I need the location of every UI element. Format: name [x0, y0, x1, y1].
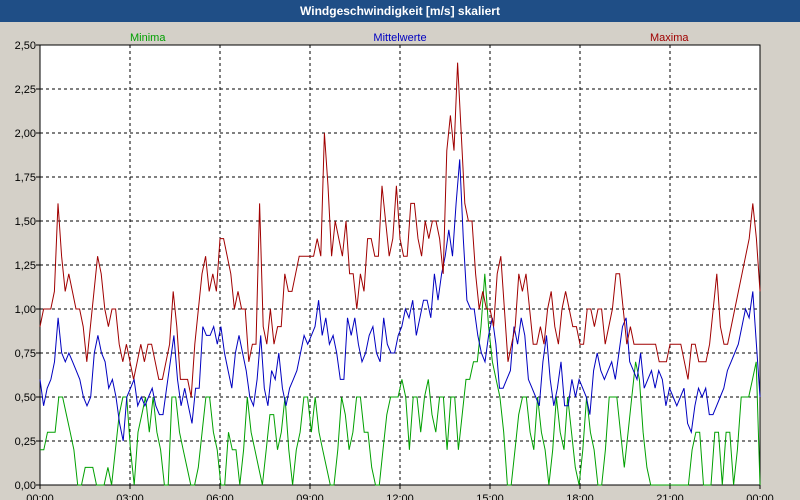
- legend-label-mittelwerte: Mittelwerte: [373, 32, 426, 44]
- x-tick-time: 09:00: [296, 493, 324, 500]
- x-tick-time: 18:00: [566, 493, 594, 500]
- x-tick-time: 15:00: [476, 493, 504, 500]
- y-tick-label: 2,00: [15, 128, 36, 140]
- y-tick-label: 0,50: [15, 392, 36, 404]
- x-axis: 00:0009.01.0903:0009.01.0906:0009.01.090…: [26, 485, 774, 500]
- grid: [40, 45, 760, 485]
- legend: Minima Mittelwerte Maxima: [130, 32, 689, 44]
- y-tick-label: 0,25: [15, 436, 36, 448]
- legend-label-maxima: Maxima: [650, 32, 689, 44]
- legend-label-minima: Minima: [130, 32, 166, 44]
- y-tick-label: 2,25: [15, 84, 36, 96]
- series-line-maxima: [39, 62, 761, 398]
- y-tick-label: 2,50: [15, 40, 36, 52]
- x-tick-time: 00:00: [26, 493, 54, 500]
- y-tick-label: 0,00: [15, 480, 36, 492]
- y-tick-label: 1,75: [15, 172, 36, 184]
- series-line-minima: [40, 273, 761, 486]
- series-group: [39, 62, 761, 486]
- series-line-mittelwerte: [39, 159, 761, 442]
- y-axis: 0,00 0,25 0,50 0,75 1,00 1,25 1,50 1,75 2,00 2,25…: [15, 40, 40, 492]
- wind-speed-chart: 0,00 0,25 0,50 0,75 1,00 1,25 1,50 1,75 2,00 2,25…: [15, 32, 774, 500]
- y-tick-label: 1,50: [15, 216, 36, 228]
- x-tick-time: 21:00: [656, 493, 684, 500]
- y-tick-label: 1,25: [15, 260, 36, 272]
- x-tick-time: 12:00: [386, 493, 414, 500]
- y-tick-label: 1,00: [15, 304, 36, 316]
- y-tick-label: 0,75: [15, 348, 36, 360]
- window-title: Windgeschwindigkeit [m/s] skaliert: [0, 0, 800, 22]
- x-tick-time: 00:00: [746, 493, 774, 500]
- x-tick-time: 03:00: [116, 493, 144, 500]
- x-tick-time: 06:00: [206, 493, 234, 500]
